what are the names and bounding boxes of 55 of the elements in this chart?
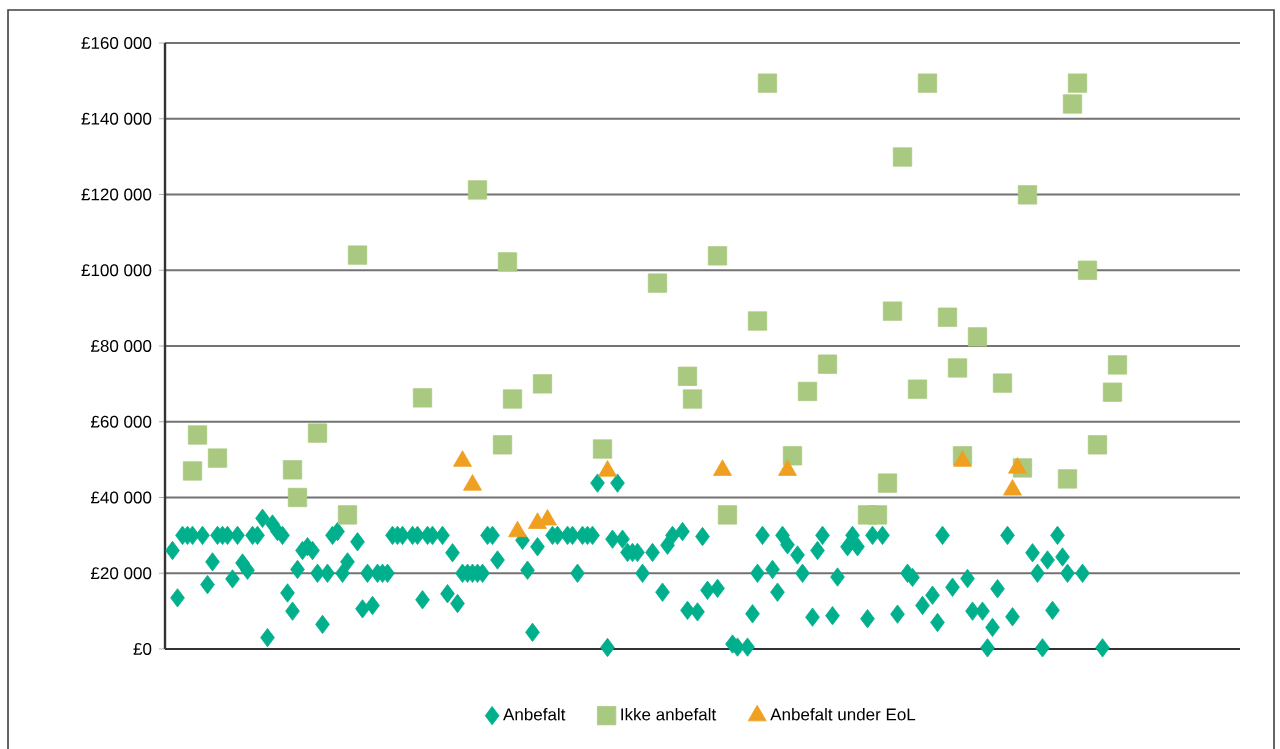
point xyxy=(992,373,1013,393)
point xyxy=(937,307,958,327)
point xyxy=(1107,355,1128,375)
point xyxy=(967,327,988,347)
point xyxy=(1102,382,1123,402)
point xyxy=(867,505,888,525)
legend-label: Ikke anbefalt xyxy=(621,707,717,721)
point xyxy=(187,425,208,445)
point xyxy=(877,473,898,493)
point xyxy=(412,388,433,408)
point xyxy=(1067,73,1088,93)
point xyxy=(757,73,778,93)
point xyxy=(1062,94,1083,114)
point xyxy=(747,311,768,331)
point xyxy=(307,423,328,443)
legend-label: Anbefalt xyxy=(503,707,566,721)
point xyxy=(287,487,308,508)
point xyxy=(782,446,803,466)
point xyxy=(1017,185,1038,205)
point xyxy=(347,245,368,265)
point xyxy=(492,435,513,455)
legend-label: Anbefalt under EoL xyxy=(770,707,916,721)
point xyxy=(817,354,838,374)
point xyxy=(947,358,968,378)
y-tick-label: £0 xyxy=(133,642,152,655)
point xyxy=(677,366,698,386)
point xyxy=(707,246,728,266)
point xyxy=(502,389,523,409)
point xyxy=(797,381,818,402)
point xyxy=(907,379,928,399)
point xyxy=(182,461,203,481)
y-tick-label: £100 000 xyxy=(81,264,152,277)
y-tick-label: £60 000 xyxy=(90,415,152,428)
point xyxy=(917,73,938,93)
point xyxy=(592,439,613,459)
point xyxy=(497,252,518,272)
point xyxy=(467,180,488,200)
y-tick-label: £160 000 xyxy=(81,36,152,49)
y-tick-label: £20 000 xyxy=(90,567,152,580)
point xyxy=(337,505,358,525)
point xyxy=(647,273,668,293)
point xyxy=(1057,469,1078,489)
point xyxy=(892,147,913,167)
point xyxy=(1087,435,1108,455)
point xyxy=(882,301,903,321)
point xyxy=(1077,260,1098,280)
y-tick-label: £120 000 xyxy=(81,188,152,201)
point xyxy=(717,505,738,525)
y-tick-label: £140 000 xyxy=(81,112,152,125)
y-tick-label: £40 000 xyxy=(90,491,152,504)
point xyxy=(532,374,553,394)
point xyxy=(682,389,703,409)
point xyxy=(282,460,303,480)
point xyxy=(207,448,228,468)
y-tick-label: £80 000 xyxy=(90,339,152,352)
